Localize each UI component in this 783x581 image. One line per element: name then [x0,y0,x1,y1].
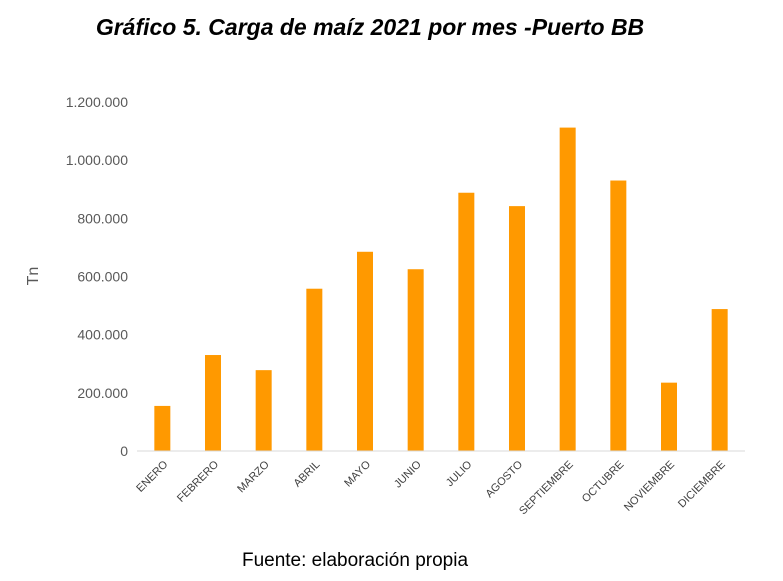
y-tick-label: 400.000 [77,327,128,343]
bars [154,127,728,452]
x-tick-label: MARZO [235,458,272,495]
x-tick-label: JUNIO [392,458,424,490]
y-tick-label: 800.000 [77,210,128,226]
bar-septiembre [559,127,576,452]
bar-febrero [205,355,221,451]
bar-marzo [255,370,272,451]
x-tick-label: DICIEMBRE [676,459,728,511]
bar-abril [306,288,323,451]
bar-julio [458,192,475,452]
y-tick-label: 600.000 [77,269,128,285]
x-tick-label: NOVIEMBRE [622,459,677,514]
x-tick-label: ENERO [134,458,170,494]
x-axis-labels: ENERO FEBRERO MARZO ABRIL MAYO JUNIO JULIO AGOS… [134,458,727,517]
bar-agosto [509,206,525,451]
x-tick-label: SEPTIEMBRE [517,459,576,518]
bar-enero [154,405,171,451]
y-tick-label: 0 [120,443,128,459]
source-note: Fuente: elaboración propia [241,550,469,571]
chart-title: Gráfico 5. Carga de maíz 2021 por mes -P… [95,14,645,40]
y-axis-title: Tn [25,267,42,286]
x-tick-label: ABRIL [291,459,322,490]
bar-noviembre [661,382,677,451]
y-axis-ticks: 0 200.000 400.000 600.000 800.000 1.000.000 1.… [66,94,129,459]
y-tick-label: 200.000 [77,385,128,401]
bar-chart: Tn 0 200.000 400.000 600.000 800.000 1.000.00… [25,94,745,517]
x-tick-label: JULIO [444,458,475,489]
x-tick-label: OCTUBRE [580,459,627,506]
x-tick-label: AGOSTO [483,458,525,500]
y-tick-label: 1.200.000 [66,94,128,110]
bar-diciembre [711,309,728,451]
bar-octubre [610,180,627,451]
bar-mayo [357,251,373,451]
x-tick-label: FEBRERO [175,458,221,504]
x-tick-label: MAYO [342,458,373,489]
y-tick-label: 1.000.000 [66,152,128,168]
bar-junio [407,269,424,451]
